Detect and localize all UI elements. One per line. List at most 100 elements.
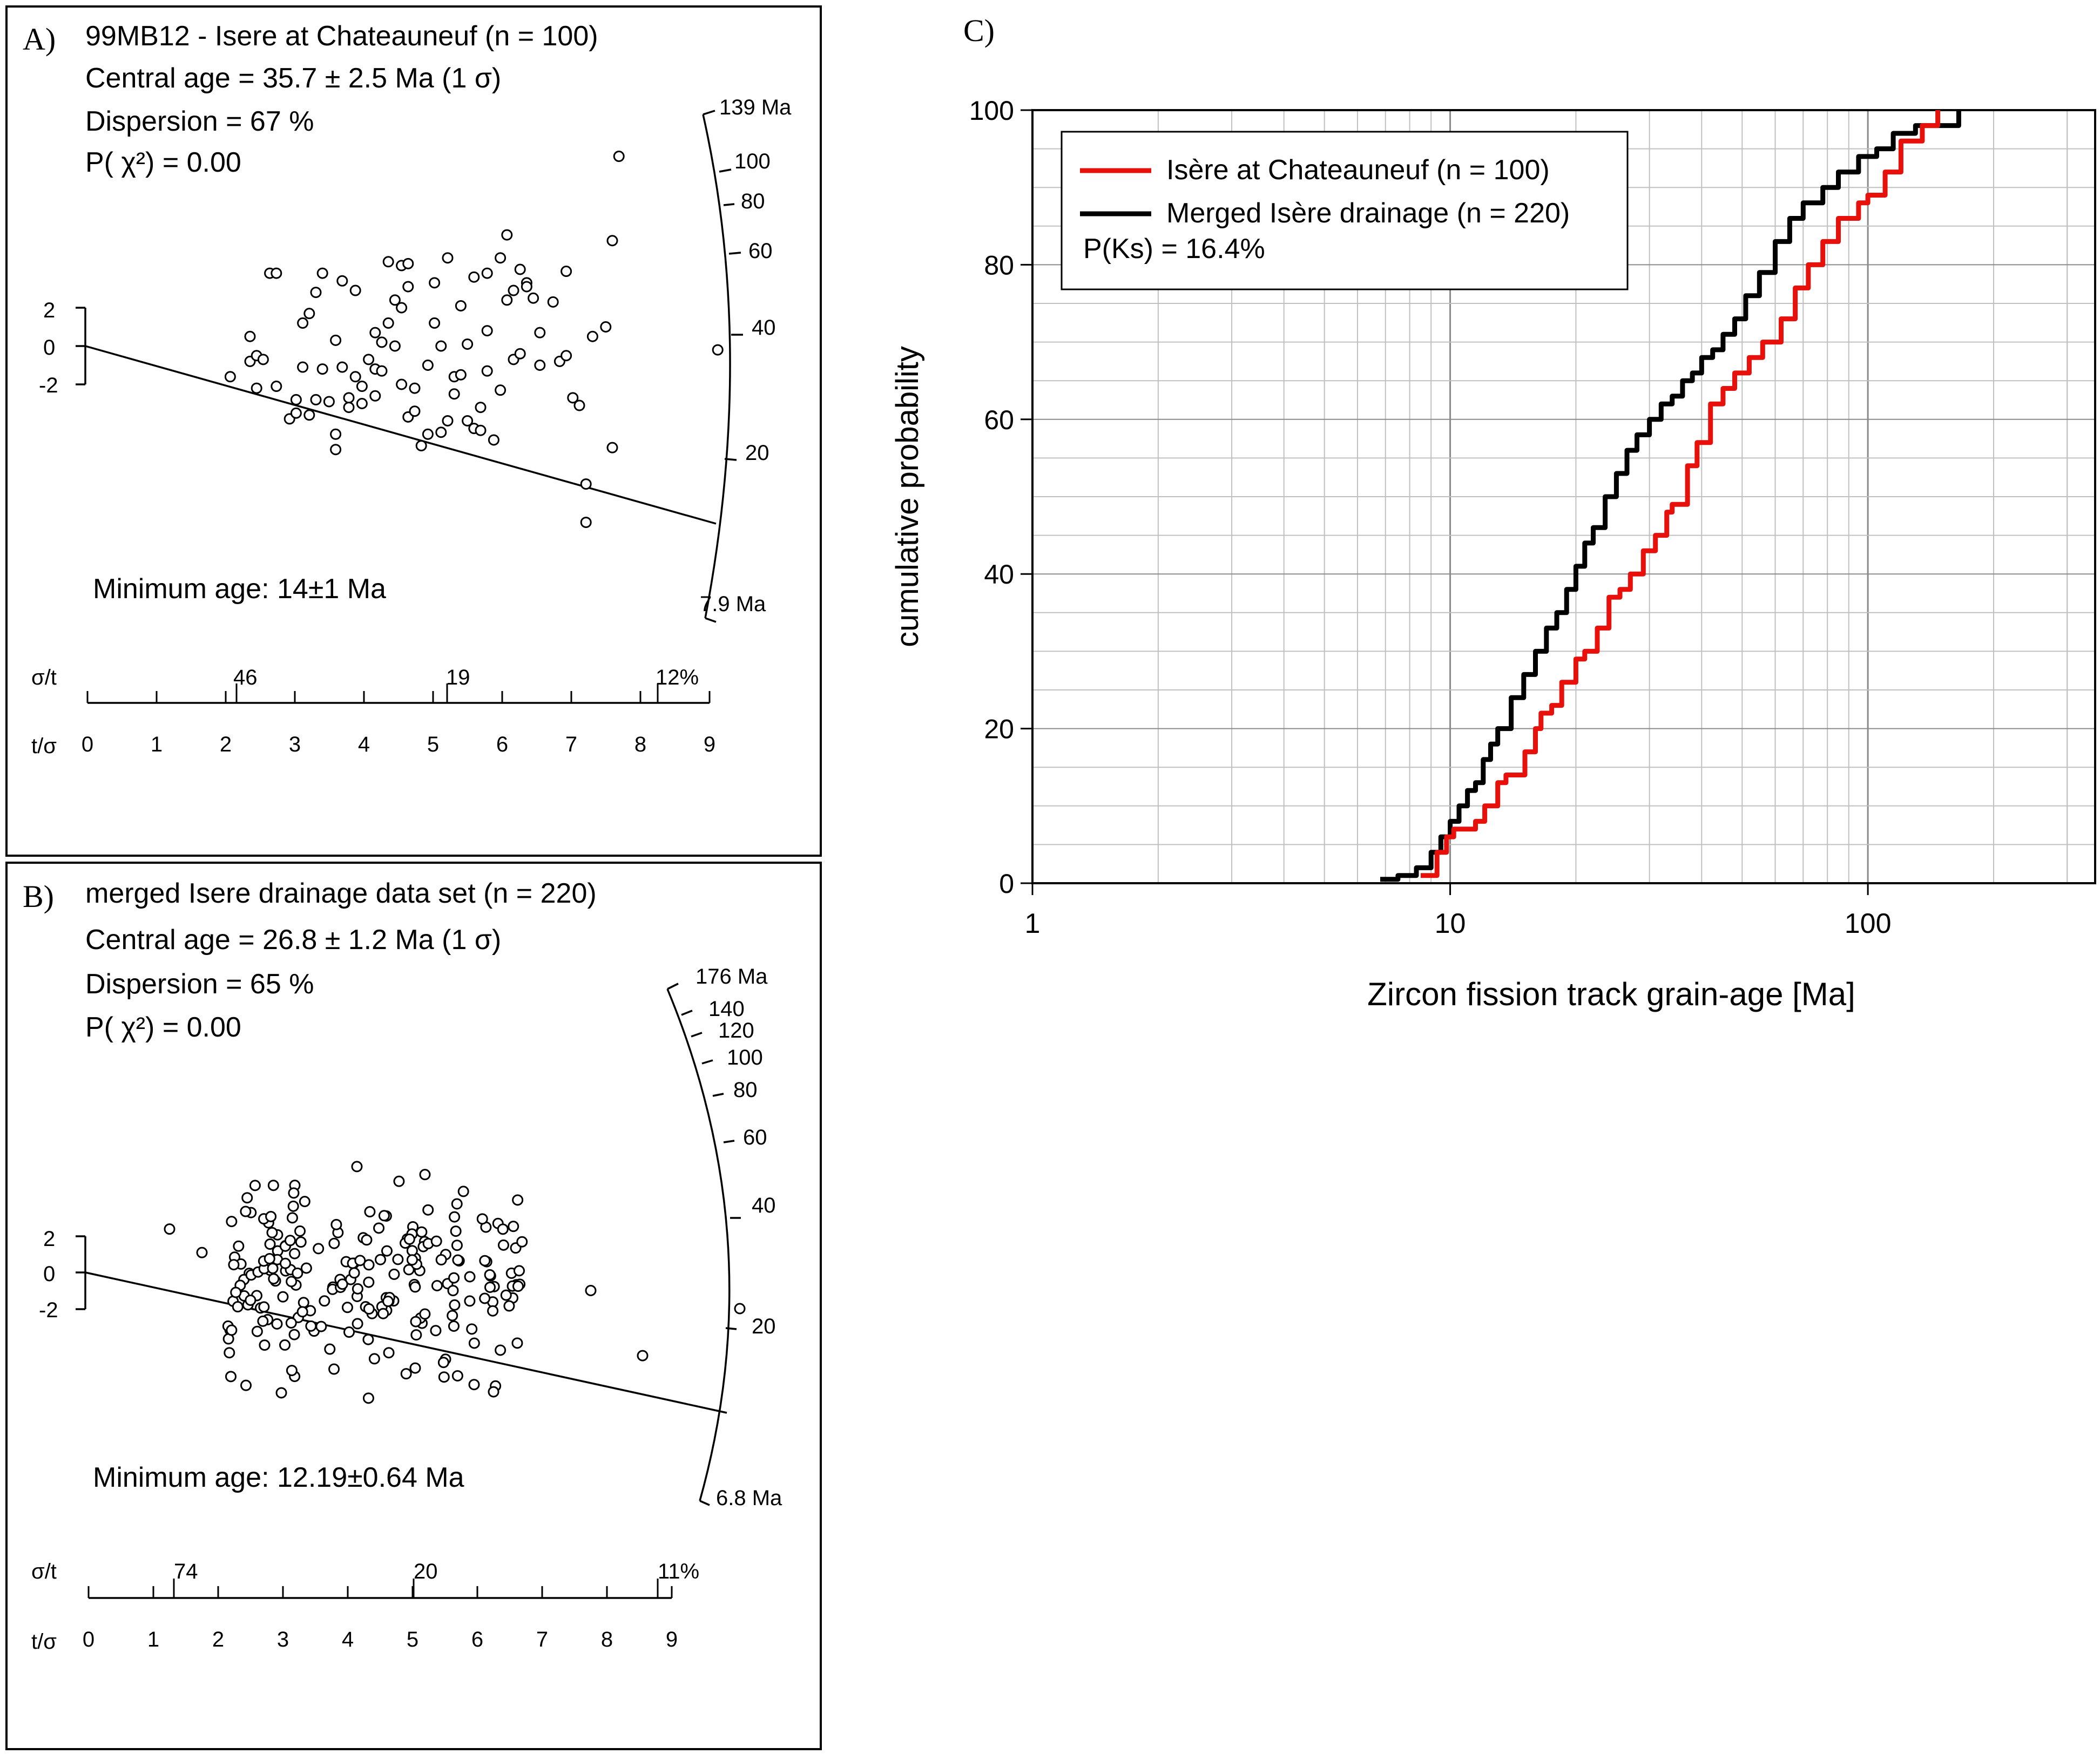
- data-point: [382, 1296, 394, 1308]
- data-point: [600, 321, 612, 333]
- y-tick-label: 100: [969, 96, 1014, 126]
- data-point: [734, 1303, 746, 1315]
- panel-b-age-arc: [666, 988, 731, 1501]
- panel-a-t-sigma-label: t/σ: [31, 734, 57, 758]
- panel-a-sigma-t-tick: 12%: [656, 666, 699, 689]
- data-point: [266, 1227, 278, 1238]
- data-point: [403, 1233, 415, 1245]
- panel-b-arc-label: 20: [752, 1315, 776, 1338]
- panel-b-z-tick-label: 0: [43, 1262, 55, 1286]
- data-point: [378, 1210, 390, 1222]
- panel-b-z-axis: [76, 1235, 86, 1310]
- data-point: [409, 405, 421, 417]
- panel-b-minimum-age: Minimum age: 12.19±0.64 Ma: [93, 1462, 464, 1493]
- data-point: [437, 1357, 449, 1369]
- data-point: [361, 1234, 373, 1246]
- data-point: [513, 1265, 525, 1277]
- data-point: [363, 1303, 375, 1315]
- data-point: [323, 396, 335, 408]
- panel-b-sigma-t-label: σ/t: [31, 1560, 57, 1583]
- data-point: [356, 381, 368, 392]
- panel-c-ticks: 0 20 40 60 80 100 1 10 100: [969, 96, 1892, 939]
- data-point: [364, 1206, 376, 1218]
- data-point: [343, 1326, 355, 1338]
- panel-a-label: A): [23, 22, 56, 57]
- data-point: [363, 1276, 375, 1288]
- legend-entry-merged: Merged Isère drainage (n = 220): [1166, 198, 1570, 229]
- data-point: [267, 1180, 279, 1191]
- data-point: [429, 317, 441, 329]
- panel-b-arc-label: 40: [752, 1194, 776, 1217]
- data-point: [406, 1254, 418, 1266]
- data-point: [393, 1175, 405, 1187]
- data-point: [613, 151, 625, 162]
- panel-b-sigma-t-tick: 11%: [658, 1560, 699, 1583]
- data-point: [501, 229, 513, 241]
- panel-a-arc-label: 7.9 Ma: [700, 592, 766, 616]
- data-point: [422, 360, 434, 371]
- data-point: [512, 1281, 524, 1292]
- data-point: [310, 287, 322, 299]
- legend-ks-stat: P(Ks) = 16.4%: [1083, 233, 1265, 265]
- x-tick-label: 1: [1025, 908, 1041, 939]
- data-point: [299, 1196, 310, 1208]
- data-point: [296, 1306, 308, 1318]
- t-sigma-tick-label: 8: [634, 733, 646, 756]
- data-point: [244, 330, 256, 342]
- data-point: [422, 1204, 434, 1216]
- data-point: [297, 361, 309, 373]
- data-point: [381, 1245, 393, 1257]
- t-sigma-tick-label: 3: [277, 1628, 289, 1651]
- data-point: [430, 1235, 442, 1247]
- data-point: [497, 1239, 509, 1251]
- data-point: [295, 1236, 307, 1248]
- panel-b-frame: [5, 862, 822, 1750]
- panel-c-series: [1380, 110, 1961, 882]
- data-point: [508, 1221, 519, 1232]
- t-sigma-tick-label: 5: [407, 1628, 418, 1651]
- t-sigma-tick-label: 4: [342, 1628, 354, 1651]
- data-point: [264, 1238, 276, 1250]
- data-point: [511, 1337, 523, 1349]
- data-point: [400, 1368, 412, 1380]
- data-point: [580, 478, 592, 490]
- data-point: [388, 1268, 400, 1280]
- data-point: [534, 360, 546, 371]
- data-point: [362, 1333, 374, 1345]
- data-point: [448, 1320, 460, 1332]
- panel-a-arc-label: 20: [745, 441, 769, 465]
- panel-c: C) 0 20 40 60 80 100 1 10 100 Isère at Chateaune…: [890, 13, 2096, 1012]
- panel-a-arc-ticks: [703, 110, 743, 623]
- panel-b-t-sigma-axis: 0 1 2 3 4 5 6 7 8 9: [83, 1579, 678, 1651]
- panel-b-arc-label: 100: [727, 1046, 763, 1069]
- data-point: [233, 1240, 245, 1252]
- panel-b: B) merged Isere drainage data set (n = 2…: [5, 862, 822, 1750]
- data-point: [230, 1286, 242, 1298]
- data-point: [409, 1281, 421, 1293]
- data-point: [403, 1264, 415, 1276]
- data-point: [481, 365, 493, 377]
- panel-c-plot-frame: [1031, 109, 2096, 884]
- panel-a-p-chi2: P( χ²) = 0.00: [85, 147, 241, 178]
- data-point: [376, 336, 388, 348]
- panel-a-z-axis: [76, 307, 86, 385]
- data-point: [500, 1289, 512, 1301]
- data-point: [497, 1223, 509, 1235]
- data-point: [406, 1245, 418, 1257]
- data-point: [319, 1295, 330, 1307]
- data-point: [310, 394, 322, 405]
- data-point: [286, 1276, 298, 1288]
- data-point: [606, 442, 618, 453]
- data-point: [448, 388, 460, 400]
- data-point: [481, 325, 493, 337]
- y-tick-label: 0: [999, 869, 1014, 899]
- data-point: [224, 1347, 235, 1359]
- data-point: [419, 1169, 431, 1181]
- data-point: [363, 1259, 375, 1271]
- panel-b-arc-label: 80: [733, 1078, 758, 1102]
- data-point: [488, 434, 499, 446]
- data-point: [324, 1343, 336, 1355]
- panel-a-arc-label: 100: [734, 150, 771, 173]
- data-point: [448, 1272, 460, 1284]
- data-point: [402, 258, 414, 269]
